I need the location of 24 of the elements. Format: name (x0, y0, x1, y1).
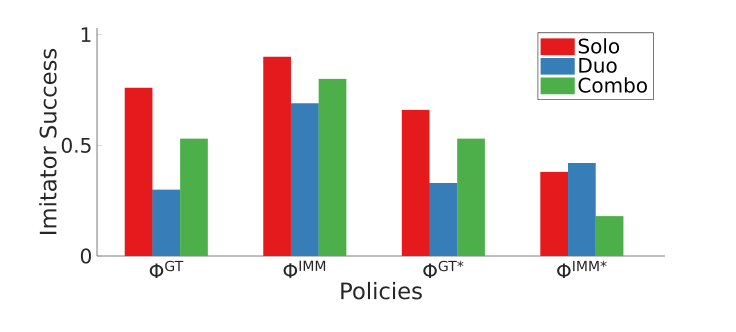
bar (290, 103, 319, 256)
bar (596, 216, 624, 256)
legend-label: Combo (578, 77, 647, 93)
bar (429, 182, 458, 256)
bar (263, 56, 291, 256)
x-tick-label: Φ$^{GT}$ (150, 260, 184, 278)
bar (318, 78, 346, 256)
legend-label: Solo (578, 38, 620, 54)
bar (568, 163, 596, 256)
x-tick-label: Φ$^{GT*}$ (423, 260, 464, 278)
bar (540, 172, 568, 256)
x-axis-title: Policies (341, 282, 422, 300)
y-tick-label: 0.5 (62, 138, 91, 153)
y-tick-label: 0 (80, 248, 91, 264)
legend-label: Duo (579, 58, 617, 73)
bar (457, 138, 485, 256)
bar (124, 88, 152, 256)
y-axis-title: Imitator Success (39, 48, 57, 234)
bar (152, 190, 180, 256)
x-tick-label: Φ$^{IMM}$ (284, 260, 326, 278)
y-tick-label: 1 (82, 27, 90, 42)
x-tick-label: Φ$^{IMM*}$ (557, 260, 607, 278)
bar (180, 138, 208, 256)
bar (402, 110, 430, 256)
